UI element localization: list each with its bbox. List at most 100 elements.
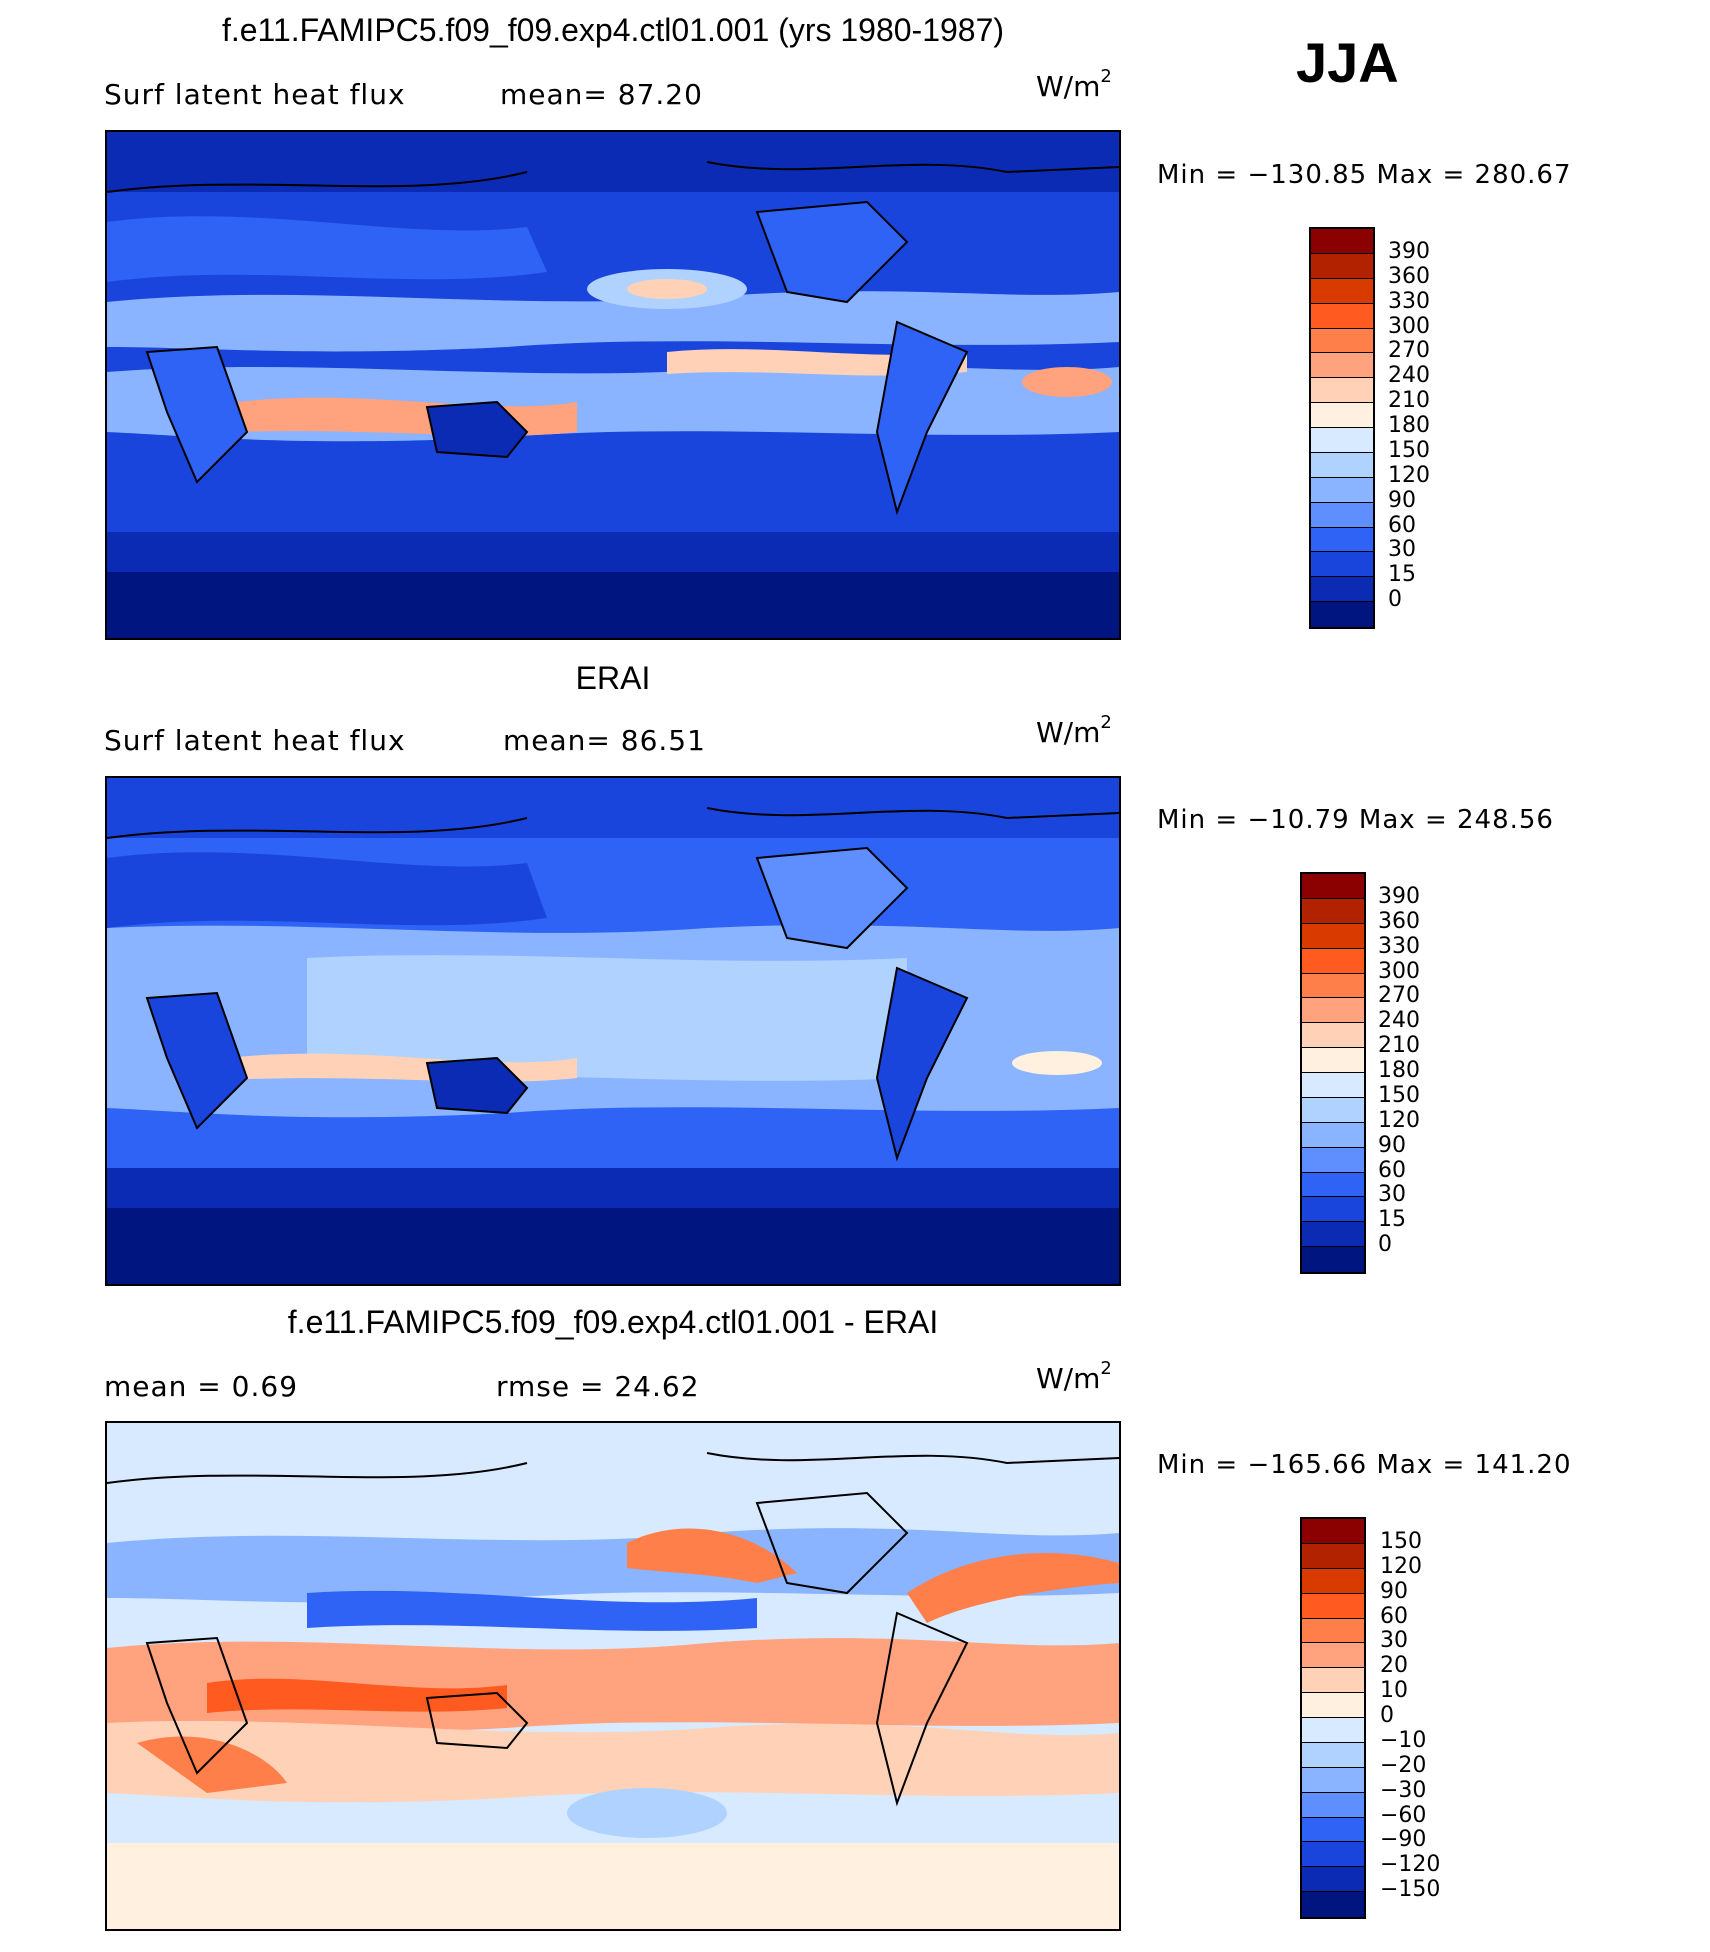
colorbar-swatch: [1302, 1618, 1364, 1644]
colorbar-swatch: [1302, 1048, 1364, 1073]
minmax-label: Min = −165.66 Max = 141.20: [1157, 1450, 1572, 1480]
colorbar: [1300, 872, 1366, 1274]
colorbar-swatch: [1302, 1197, 1364, 1223]
colorbar-tick-label: 150: [1380, 1528, 1422, 1554]
colorbar-swatch: [1302, 1842, 1364, 1868]
colorbar-swatch: [1302, 1147, 1364, 1173]
colorbar-swatch: [1302, 1693, 1364, 1718]
colorbar-tick-label: 360: [1378, 908, 1420, 934]
colorbar-swatch: [1311, 378, 1373, 404]
variable-label: Surf latent heat flux: [104, 78, 406, 111]
colorbar-tick-label: 30: [1378, 1182, 1406, 1208]
unit-label: W/m2: [1036, 1358, 1112, 1395]
colorbar-tick-label: −30: [1380, 1777, 1427, 1803]
colorbar-swatch: [1302, 1892, 1364, 1917]
colorbar-tick-label: 0: [1388, 587, 1402, 613]
colorbar-swatch: [1311, 253, 1373, 279]
colorbar-tick-label: 0: [1380, 1703, 1394, 1728]
colorbar-tick-label: 90: [1378, 1132, 1406, 1158]
unit-label: W/m2: [1036, 66, 1112, 103]
unit-label: W/m2: [1036, 712, 1112, 749]
colorbar-tick-label: −150: [1380, 1877, 1441, 1903]
colorbar-swatch: [1311, 577, 1373, 603]
rmse-label: rmse = 24.62: [496, 1370, 700, 1403]
colorbar-swatch: [1302, 1643, 1364, 1669]
colorbar-tick-label: 210: [1388, 388, 1430, 414]
colorbar-tick-label: 210: [1378, 1033, 1420, 1059]
colorbar-swatch: [1302, 973, 1364, 999]
map-plot: [107, 778, 1119, 1284]
panel-title: f.e11.FAMIPC5.f09_f09.exp4.ctl01.001 (yr…: [221, 12, 1005, 48]
colorbar-swatch: [1302, 1867, 1364, 1893]
colorbar-swatch: [1302, 1568, 1364, 1594]
variable-label: Surf latent heat flux: [104, 724, 406, 757]
colorbar-tick-label: 60: [1378, 1157, 1406, 1183]
colorbar-swatch: [1302, 1222, 1364, 1248]
colorbar-swatch: [1302, 1742, 1364, 1768]
colorbar-swatch: [1302, 1519, 1364, 1544]
colorbar-swatch: [1311, 328, 1373, 354]
colorbar-tick-label: −10: [1380, 1727, 1427, 1753]
colorbar-swatch: [1302, 1668, 1364, 1694]
colorbar-swatch: [1302, 1097, 1364, 1123]
colorbar-swatch: [1302, 1073, 1364, 1098]
colorbar-tick-label: 180: [1378, 1058, 1420, 1083]
colorbar-swatch: [1302, 923, 1364, 949]
colorbar-tick-label: 15: [1388, 562, 1416, 588]
colorbar-swatch: [1302, 1543, 1364, 1569]
colorbar-swatch: [1311, 403, 1373, 428]
colorbar-tick-label: 120: [1378, 1107, 1420, 1133]
colorbar: [1309, 227, 1375, 629]
colorbar-tick-label: −20: [1380, 1752, 1427, 1778]
colorbar-swatch: [1311, 278, 1373, 304]
colorbar-tick-label: 0: [1378, 1232, 1392, 1258]
colorbar-tick-label: 90: [1380, 1578, 1408, 1604]
colorbar-tick-label: 390: [1378, 883, 1420, 909]
colorbar-swatch: [1302, 1023, 1364, 1049]
minmax-label: Min = −10.79 Max = 248.56: [1157, 805, 1554, 835]
colorbar-tick-label: 30: [1380, 1628, 1408, 1654]
colorbar-tick-label: 300: [1378, 958, 1420, 984]
colorbar-tick-label: 60: [1380, 1603, 1408, 1629]
colorbar-tick-label: 120: [1380, 1553, 1422, 1579]
colorbar-tick-label: 15: [1378, 1207, 1406, 1233]
colorbar-swatch: [1302, 1122, 1364, 1148]
colorbar-tick-label: 360: [1388, 263, 1430, 289]
map-diff: [105, 1421, 1121, 1931]
colorbar-tick-label: 240: [1378, 1008, 1420, 1034]
colorbar-swatch: [1302, 1718, 1364, 1743]
map-obs: [105, 776, 1121, 1286]
colorbar-swatch: [1302, 948, 1364, 974]
map-plot: [107, 1423, 1119, 1929]
colorbar-swatch: [1311, 502, 1373, 528]
colorbar-swatch: [1311, 527, 1373, 553]
colorbar: [1300, 1517, 1366, 1919]
map-plot: [107, 132, 1119, 638]
season-label: JJA: [1296, 31, 1399, 94]
colorbar-tick-label: 330: [1378, 933, 1420, 959]
colorbar-swatch: [1311, 602, 1373, 627]
colorbar-swatch: [1302, 998, 1364, 1024]
colorbar-tick-label: 240: [1388, 363, 1430, 389]
colorbar-tick-label: 150: [1388, 437, 1430, 463]
colorbar-tick-label: 390: [1388, 238, 1430, 264]
colorbar-swatch: [1302, 1767, 1364, 1793]
minmax-label: Min = −130.85 Max = 280.67: [1157, 160, 1572, 190]
colorbar-swatch: [1302, 1593, 1364, 1619]
colorbar-tick-label: 60: [1388, 512, 1416, 538]
colorbar-tick-label: −120: [1380, 1852, 1441, 1878]
colorbar-swatch: [1302, 1247, 1364, 1272]
colorbar-swatch: [1302, 898, 1364, 924]
panel-title: ERAI: [575, 660, 651, 696]
colorbar-tick-label: 300: [1388, 313, 1430, 339]
mean-label: mean = 0.69: [104, 1370, 299, 1403]
colorbar-tick-label: 180: [1388, 413, 1430, 438]
colorbar-tick-label: 90: [1388, 487, 1416, 513]
colorbar-swatch: [1311, 229, 1373, 254]
colorbar-swatch: [1311, 428, 1373, 453]
colorbar-tick-label: 10: [1380, 1678, 1408, 1704]
colorbar-swatch: [1302, 1792, 1364, 1818]
colorbar-swatch: [1311, 303, 1373, 329]
colorbar-tick-label: −60: [1380, 1802, 1427, 1828]
colorbar-swatch: [1311, 477, 1373, 503]
